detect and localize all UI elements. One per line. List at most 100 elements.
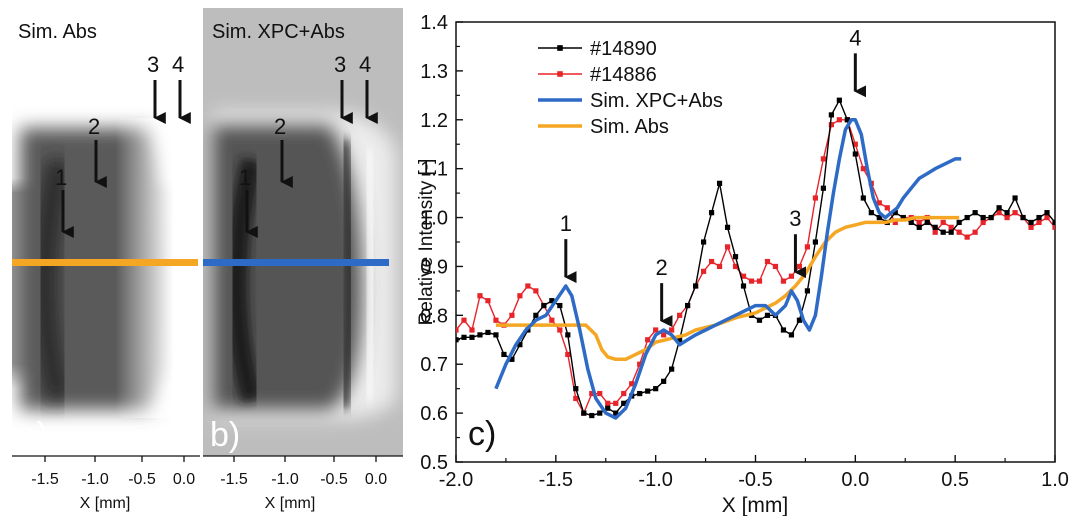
series-point-0 bbox=[461, 334, 467, 340]
series-point-0 bbox=[677, 337, 683, 343]
series-point-0 bbox=[900, 214, 906, 221]
panel-a bbox=[12, 8, 200, 456]
series-point-0 bbox=[836, 97, 842, 103]
series-point-0 bbox=[573, 386, 579, 392]
series-point-0 bbox=[1004, 210, 1010, 216]
panel-b-tick-label: -0.5 bbox=[320, 471, 348, 488]
series-point-1 bbox=[525, 283, 531, 289]
series-point-0 bbox=[557, 302, 563, 309]
series-point-1 bbox=[780, 278, 787, 284]
series-point-1 bbox=[477, 293, 483, 299]
series-point-1 bbox=[637, 361, 643, 367]
series-point-1 bbox=[509, 312, 515, 318]
panel-b-tick-label: 0.0 bbox=[365, 471, 387, 488]
series-point-1 bbox=[1012, 210, 1018, 216]
series-point-1 bbox=[456, 327, 459, 333]
series-point-1 bbox=[533, 288, 539, 294]
annotations-layer: 1 2 3 4 bbox=[560, 25, 867, 328]
series-point-1 bbox=[772, 263, 779, 270]
series-point-0 bbox=[645, 388, 651, 394]
y-tick-label: 0.5 bbox=[420, 452, 448, 474]
y-tick-label: 1.2 bbox=[420, 110, 448, 132]
series-point-0 bbox=[908, 219, 914, 226]
y-tick-label: 0.6 bbox=[420, 403, 448, 425]
panel-b-profile-line bbox=[203, 259, 389, 266]
panel-a-tick-label: 0.0 bbox=[173, 471, 195, 488]
series-point-0 bbox=[1044, 210, 1050, 216]
series-point-0 bbox=[533, 312, 539, 318]
series-point-0 bbox=[828, 112, 834, 118]
series-point-0 bbox=[916, 224, 922, 230]
series-point-1 bbox=[605, 400, 611, 406]
x-tick-label: 0.5 bbox=[941, 469, 969, 491]
series-point-1 bbox=[996, 210, 1002, 216]
series-point-1 bbox=[980, 219, 986, 226]
series-point-1 bbox=[469, 327, 475, 333]
series-point-0 bbox=[1052, 219, 1055, 226]
series-point-0 bbox=[549, 298, 555, 304]
series-point-1 bbox=[700, 268, 707, 274]
panel-b-marker-4: 4 bbox=[359, 52, 371, 77]
panel-c-letter: c) bbox=[468, 415, 496, 453]
y-tick-label: 0.7 bbox=[420, 354, 448, 376]
panel-b-markers: 1 2 3 4 bbox=[239, 52, 378, 238]
series-point-1 bbox=[732, 263, 739, 270]
panel-b-edge-4 bbox=[363, 149, 377, 401]
series-point-0 bbox=[589, 412, 595, 419]
panel-b-edge-dark bbox=[226, 157, 263, 403]
series-point-1 bbox=[461, 317, 467, 323]
series-point-0 bbox=[724, 224, 731, 230]
series-point-0 bbox=[924, 219, 930, 226]
series-point-1 bbox=[493, 317, 499, 323]
series-point-1 bbox=[517, 293, 523, 299]
series-point-1 bbox=[764, 258, 771, 265]
x-tick-label: 1.0 bbox=[1041, 469, 1069, 491]
x-tick-label: 0.0 bbox=[841, 469, 869, 491]
series-point-1 bbox=[708, 258, 715, 265]
series-point-0 bbox=[456, 337, 459, 343]
annotation-label: 1 bbox=[560, 211, 572, 236]
legend-label: Sim. XPC+Abs bbox=[590, 90, 723, 112]
series-point-0 bbox=[685, 302, 691, 309]
x-tick-label: -0.5 bbox=[738, 469, 772, 491]
series-point-0 bbox=[693, 283, 699, 289]
series-point-1 bbox=[485, 298, 491, 304]
series-point-1 bbox=[788, 273, 795, 279]
y-tick-label: 1.3 bbox=[420, 61, 448, 83]
series-point-0 bbox=[469, 334, 475, 340]
series-point-0 bbox=[1028, 219, 1034, 226]
series-point-0 bbox=[613, 410, 619, 416]
series-point-1 bbox=[621, 390, 627, 397]
y-tick-label: 0.8 bbox=[420, 305, 448, 327]
series-point-0 bbox=[1036, 214, 1042, 221]
panel-a-profile-line bbox=[12, 259, 198, 266]
series-point-0 bbox=[812, 239, 818, 245]
series-point-0 bbox=[597, 410, 603, 416]
series-point-0 bbox=[621, 400, 627, 406]
panel-b-letter: b) bbox=[210, 416, 240, 454]
panel-c-chart: -2.0 -1.5 -1.0 -0.5 0.0 0.5 1.0 0.5 0.6 0.7 0.8 0.9… bbox=[416, 12, 1069, 516]
series-point-1 bbox=[1052, 224, 1055, 230]
series-point-0 bbox=[732, 254, 739, 260]
panel-a-marker-2: 2 bbox=[88, 114, 100, 139]
series-point-0 bbox=[700, 239, 707, 245]
series-point-0 bbox=[780, 327, 787, 333]
series-point-0 bbox=[493, 332, 499, 338]
series-point-0 bbox=[852, 151, 858, 157]
series-point-0 bbox=[716, 180, 723, 186]
series-point-0 bbox=[477, 332, 483, 338]
panel-a-tick-label: -1.0 bbox=[81, 471, 109, 488]
series-point-0 bbox=[1020, 214, 1026, 221]
panel-a-tick-label: -0.5 bbox=[128, 471, 156, 488]
series-point-0 bbox=[932, 224, 938, 230]
series-point-1 bbox=[940, 219, 946, 226]
series-point-0 bbox=[541, 302, 547, 309]
series-point-1 bbox=[860, 166, 866, 172]
series-point-0 bbox=[740, 283, 747, 289]
panel-b-tick-label: -1.0 bbox=[271, 471, 299, 488]
y-tick-label: 0.9 bbox=[420, 256, 448, 278]
series-point-0 bbox=[517, 342, 523, 348]
series-point-1 bbox=[565, 351, 571, 358]
series-point-1 bbox=[820, 156, 826, 162]
